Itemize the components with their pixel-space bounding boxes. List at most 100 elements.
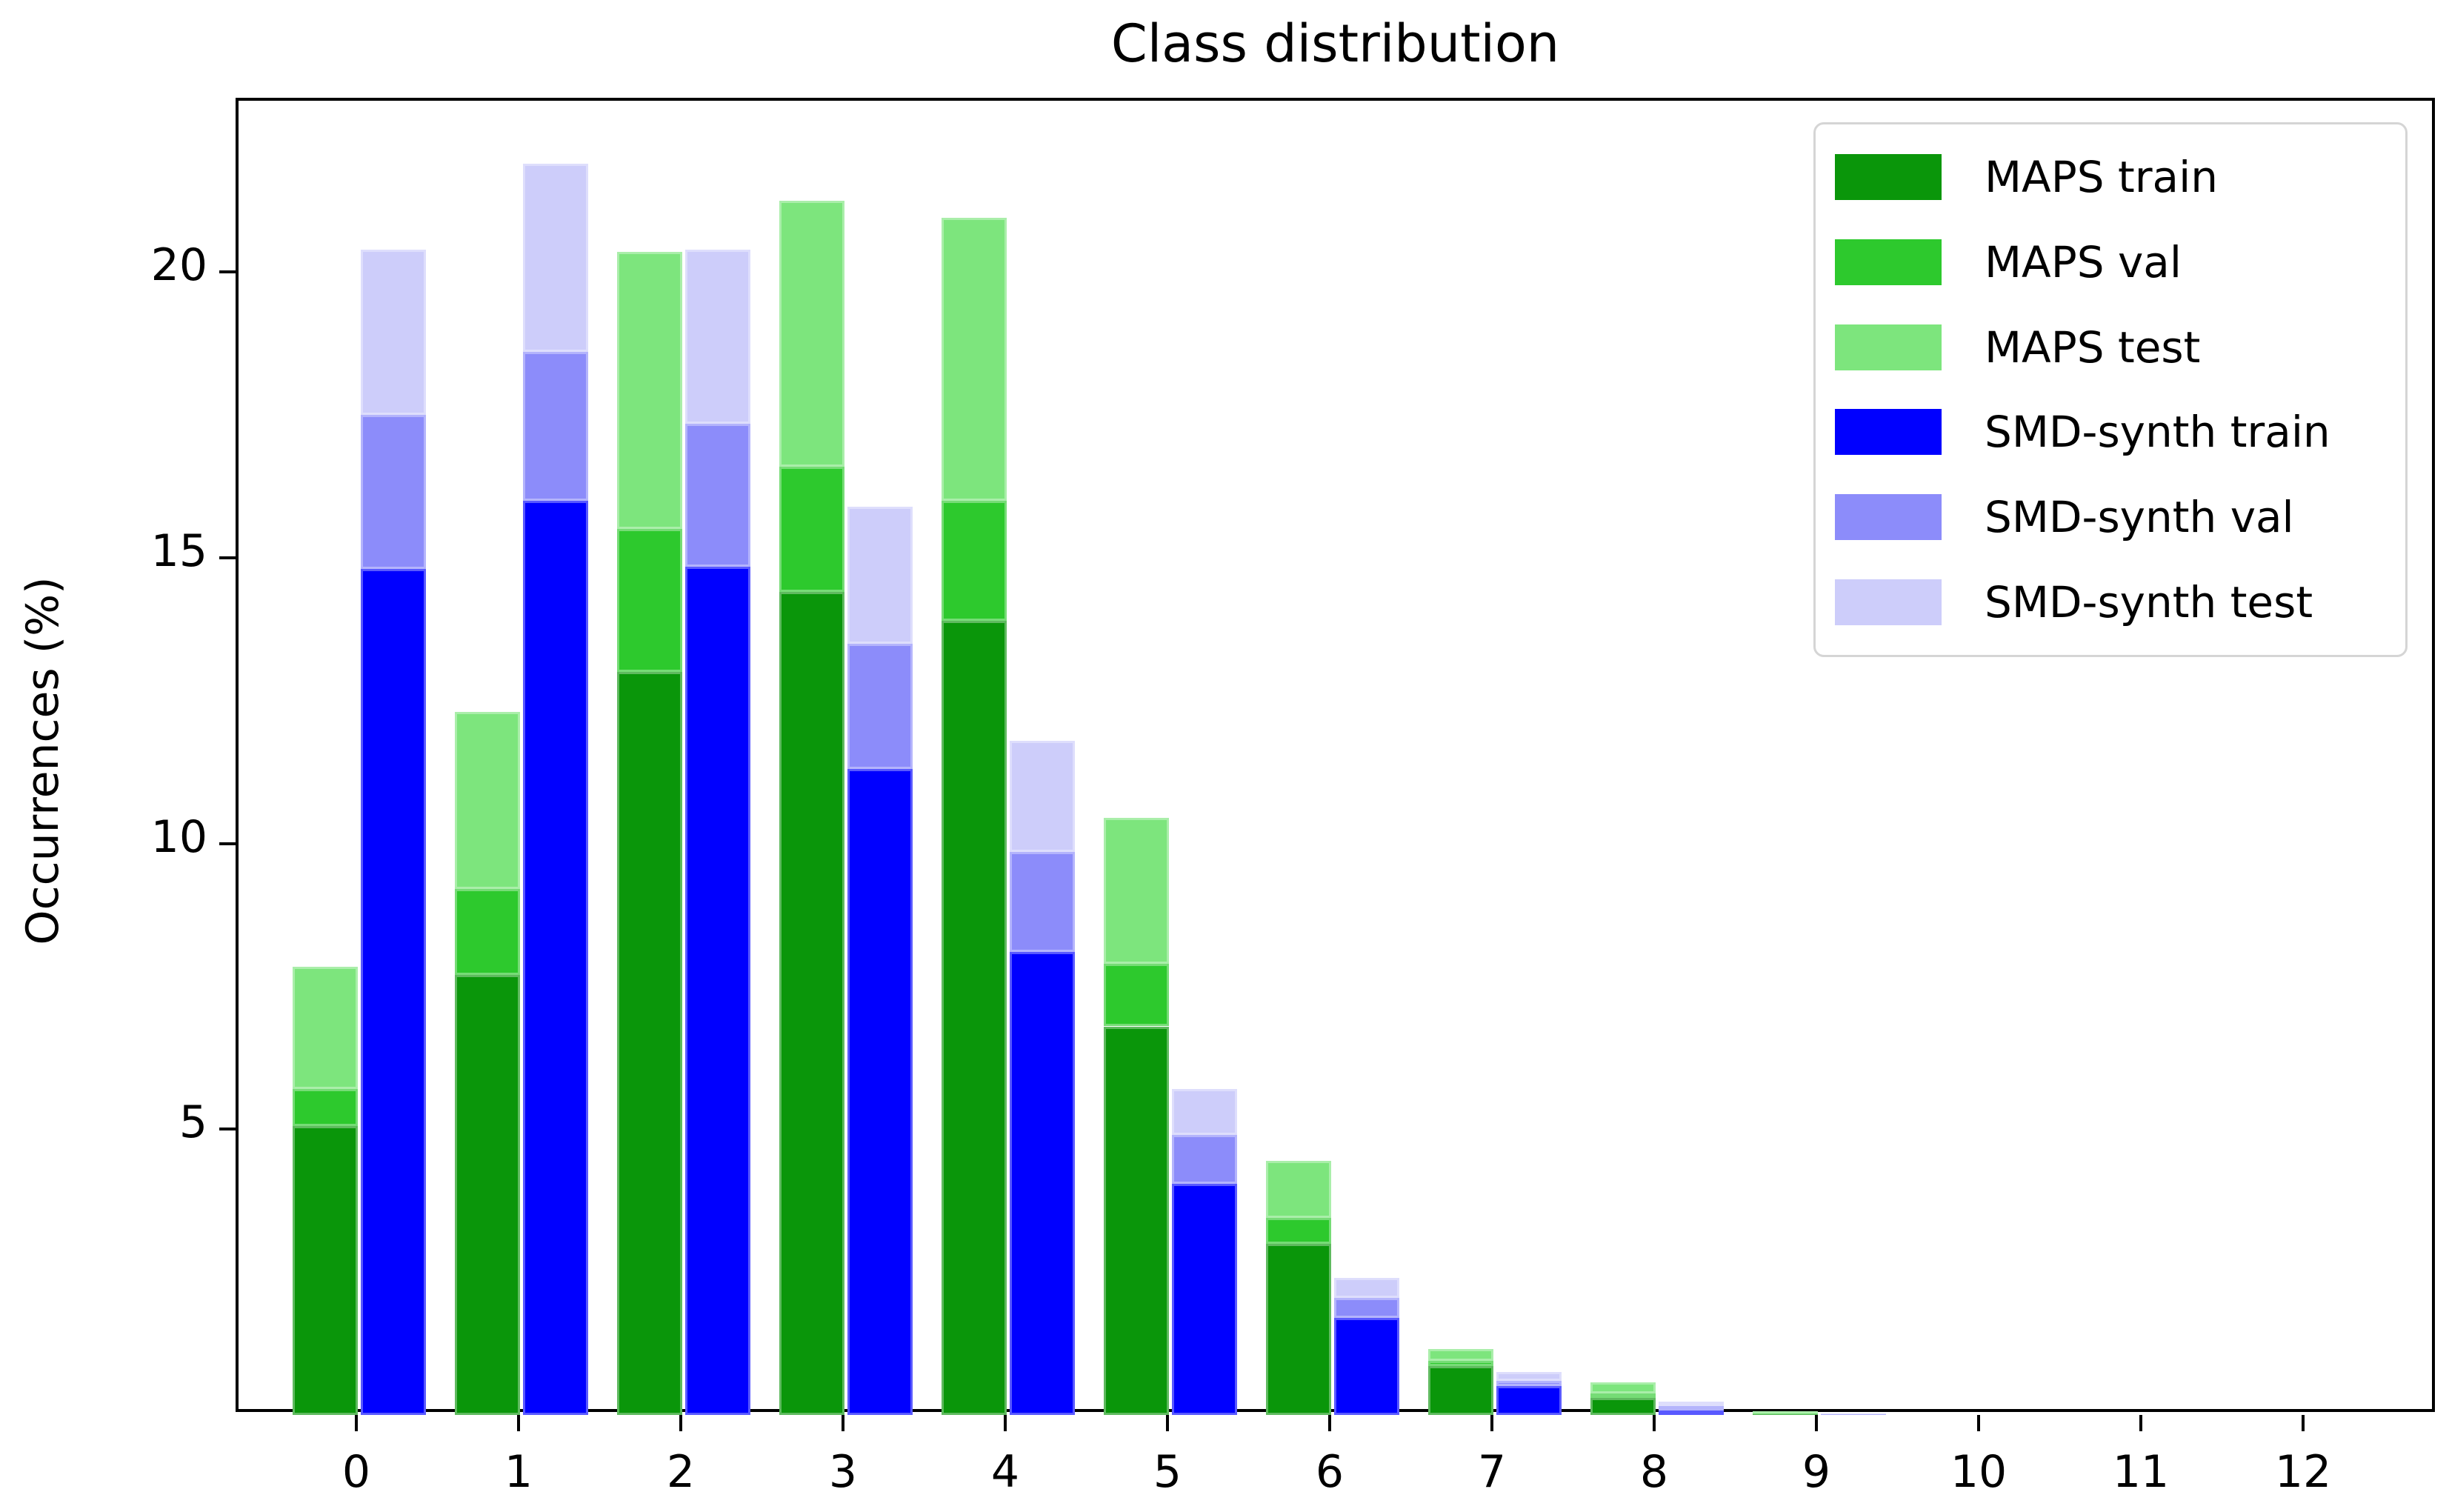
bar-segment-maps-val-class-7: [1428, 1360, 1493, 1367]
bar-segment-smd-synth-test-class-2: [685, 249, 750, 424]
bar-segment-smd-synth-val-class-6: [1334, 1297, 1399, 1318]
legend-item-smd-test: SMD-synth test: [1816, 565, 2405, 639]
legend-label: MAPS test: [1985, 322, 2201, 373]
legend-item-maps-test: MAPS test: [1816, 310, 2405, 384]
bar-segment-smd-synth-train-class-7: [1496, 1386, 1562, 1415]
bar-segment-maps-test-class-1: [455, 712, 520, 890]
bar-segment-smd-synth-test-class-5: [1172, 1089, 1237, 1136]
x-tick-label: 8: [1639, 1446, 1669, 1498]
x-tick-label: 5: [1153, 1446, 1182, 1498]
bar-segment-smd-synth-train-class-4: [1010, 952, 1075, 1415]
x-axis-tick: [355, 1415, 358, 1431]
bar-segment-smd-synth-val-class-2: [685, 423, 750, 567]
x-axis-tick: [2302, 1415, 2305, 1431]
x-axis-tick: [1977, 1415, 1980, 1431]
bar-segment-maps-test-class-0: [293, 966, 358, 1090]
bar-segment-smd-synth-train-class-5: [1172, 1183, 1237, 1415]
bar-segment-smd-synth-val-class-4: [1010, 852, 1075, 953]
bar-segment-maps-test-class-9: [1753, 1411, 1818, 1413]
bar-segment-maps-test-class-7: [1428, 1349, 1493, 1361]
bar-segment-maps-val-class-9: [1753, 1413, 1818, 1414]
y-axis-tick: [219, 270, 236, 274]
bar-segment-maps-train-class-8: [1590, 1397, 1656, 1415]
y-tick-label: 5: [179, 1096, 207, 1149]
x-tick-label: 10: [1950, 1446, 2007, 1498]
x-axis-tick: [1328, 1415, 1331, 1431]
x-tick-label: 0: [341, 1446, 371, 1498]
x-tick-label: 12: [2274, 1446, 2332, 1498]
bar-segment-maps-train-class-7: [1428, 1366, 1493, 1415]
bar-segment-smd-synth-test-class-0: [361, 249, 426, 416]
legend-label: MAPS val: [1985, 236, 2182, 287]
bar-segment-maps-test-class-4: [942, 218, 1007, 501]
y-tick-label: 20: [150, 239, 207, 292]
legend-swatch-smd-val: [1835, 493, 1942, 540]
bar-segment-maps-train-class-9: [1753, 1413, 1818, 1415]
bar-segment-smd-synth-val-class-8: [1659, 1406, 1724, 1411]
x-tick-label: 2: [666, 1446, 696, 1498]
y-axis-tick: [219, 1128, 236, 1131]
x-axis-tick: [1004, 1415, 1007, 1431]
bar-segment-maps-train-class-4: [942, 620, 1007, 1415]
bar-segment-maps-train-class-1: [455, 975, 520, 1415]
bar-segment-smd-synth-test-class-9: [1821, 1413, 1886, 1415]
bar-segment-maps-test-class-8: [1590, 1382, 1656, 1394]
bar-segment-maps-val-class-5: [1104, 963, 1169, 1027]
bar-segment-maps-test-class-3: [779, 200, 844, 467]
bar-segment-maps-train-class-0: [293, 1126, 358, 1415]
y-axis-tick: [219, 842, 236, 845]
bar-segment-smd-synth-train-class-0: [361, 569, 426, 1415]
bar-segment-smd-synth-test-class-4: [1010, 740, 1075, 853]
bar-segment-maps-val-class-1: [455, 889, 520, 976]
legend-item-maps-train: MAPS train: [1816, 140, 2405, 214]
bar-segment-maps-test-class-6: [1266, 1160, 1331, 1218]
x-tick-label: 1: [504, 1446, 533, 1498]
x-axis-tick: [1815, 1415, 1818, 1431]
bar-segment-smd-synth-train-class-3: [847, 769, 913, 1415]
legend-label: MAPS train: [1985, 152, 2218, 203]
x-axis-tick: [1653, 1415, 1656, 1431]
legend-item-smd-val: SMD-synth val: [1816, 480, 2405, 554]
legend-swatch-maps-train: [1835, 154, 1942, 201]
bar-segment-maps-train-class-2: [617, 672, 682, 1415]
legend-swatch-maps-val: [1835, 239, 1942, 285]
x-axis-tick: [2139, 1415, 2142, 1431]
x-axis-tick: [517, 1415, 520, 1431]
bar-segment-maps-val-class-4: [942, 500, 1007, 621]
y-tick-label: 10: [150, 810, 207, 863]
x-tick-label: 7: [1477, 1446, 1507, 1498]
bar-segment-maps-val-class-6: [1266, 1217, 1331, 1244]
bar-segment-smd-synth-train-class-8: [1659, 1410, 1724, 1415]
x-axis-tick: [1490, 1415, 1493, 1431]
bar-segment-maps-train-class-5: [1104, 1026, 1169, 1415]
legend-swatch-smd-train: [1835, 409, 1942, 456]
legend-swatch-smd-test: [1835, 579, 1942, 625]
bar-segment-smd-synth-test-class-3: [847, 506, 913, 644]
bar-segment-smd-synth-train-class-6: [1334, 1317, 1399, 1415]
x-tick-label: 3: [828, 1446, 858, 1498]
bar-segment-smd-synth-test-class-6: [1334, 1277, 1399, 1298]
chart-title: Class distribution: [1110, 13, 1560, 74]
bar-segment-smd-synth-train-class-2: [685, 566, 750, 1415]
x-axis-tick: [842, 1415, 844, 1431]
bar-segment-smd-synth-val-class-1: [523, 352, 588, 501]
bar-segment-maps-test-class-2: [617, 252, 682, 530]
bar-segment-smd-synth-val-class-7: [1496, 1380, 1562, 1387]
legend-label: SMD-synth test: [1985, 576, 2313, 627]
bar-segment-smd-synth-val-class-0: [361, 415, 426, 570]
x-axis-tick: [1166, 1415, 1169, 1431]
y-axis-tick: [219, 556, 236, 560]
x-tick-label: 4: [990, 1446, 1020, 1498]
x-tick-label: 9: [1802, 1446, 1831, 1498]
legend-swatch-maps-test: [1835, 324, 1942, 370]
x-axis-tick: [679, 1415, 682, 1431]
legend-label: SMD-synth train: [1985, 407, 2330, 458]
bar-segment-maps-val-class-3: [779, 466, 844, 593]
legend-item-maps-val: MAPS val: [1816, 225, 2405, 299]
legend-item-smd-train: SMD-synth train: [1816, 395, 2405, 469]
legend: MAPS train MAPS val MAPS test SMD-synth …: [1813, 122, 2408, 657]
bar-segment-maps-val-class-2: [617, 529, 682, 673]
bar-segment-smd-synth-test-class-8: [1659, 1402, 1724, 1407]
bar-segment-smd-synth-val-class-5: [1172, 1135, 1237, 1184]
